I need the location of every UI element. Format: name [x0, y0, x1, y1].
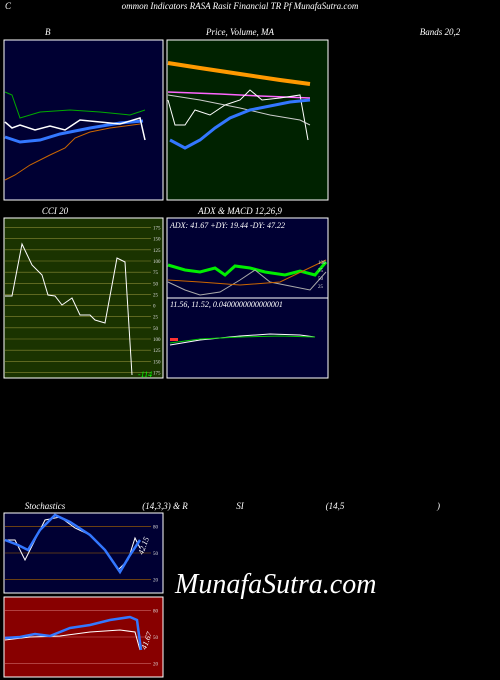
watermark: MunafaSutra.com: [174, 569, 376, 600]
panel-adx: [166, 217, 329, 299]
label: Bands 20,2: [420, 27, 461, 37]
tick-label: 50: [153, 282, 159, 287]
line: [4, 629, 141, 651]
tick-label: 75: [318, 269, 324, 274]
tick-label: 50: [153, 327, 159, 332]
line: [4, 615, 143, 651]
line: [4, 91, 146, 119]
tick-label: 80: [153, 525, 159, 530]
line: [167, 259, 327, 286]
line: [4, 117, 146, 141]
tick-label: 175: [153, 371, 161, 376]
label: Price, Volume, MA: [205, 27, 274, 37]
line: [169, 333, 316, 346]
tick-label: 100: [153, 260, 161, 265]
label: Stochastics: [25, 501, 66, 511]
readout: ADX: 41.67 +DY: 19.44 -DY: 47.22: [169, 221, 285, 230]
label: SI: [236, 501, 245, 511]
line: [169, 98, 311, 150]
adx-ticks: 100 75 50 25: [318, 261, 326, 290]
line: [167, 61, 311, 86]
tick-label: 175: [153, 227, 161, 232]
tick-label: 50: [153, 636, 159, 641]
tick-label: 100: [153, 338, 161, 343]
line: [167, 89, 309, 141]
panel-cci: [3, 217, 164, 379]
label: B: [45, 27, 51, 37]
tick-label: 25: [153, 316, 159, 321]
tick-label: 75: [153, 271, 159, 276]
readout: 11.56, 11.52, 0.0400000000000001: [170, 300, 283, 309]
tick-label: 100: [318, 261, 326, 266]
label: CCI 20: [42, 206, 69, 216]
label: (14,5: [326, 501, 345, 511]
label: ): [436, 501, 440, 511]
tick-label: 80: [153, 609, 159, 614]
line: [167, 94, 311, 126]
header-left: C: [5, 1, 12, 11]
tick-label: 50: [153, 552, 159, 557]
tick-label: 25: [318, 285, 324, 290]
last-value: -114: [138, 370, 152, 379]
tick-label: 20: [153, 663, 159, 668]
tick-label: 150: [153, 238, 161, 243]
line: [169, 335, 316, 344]
tick-label: 125: [153, 349, 161, 354]
histogram: [170, 338, 178, 341]
line: [4, 123, 141, 181]
line: [167, 269, 327, 296]
label: (14,3,3) & R: [142, 501, 188, 511]
tick-label: 50: [318, 277, 324, 282]
tick-label: 20: [153, 579, 159, 584]
tick-label: 25: [153, 293, 159, 298]
tick-label: 125: [153, 249, 161, 254]
line: [4, 119, 144, 144]
tick-label: 0: [153, 305, 156, 310]
panel-macd: [166, 297, 329, 379]
label: ADX & MACD 12,26,9: [197, 206, 282, 216]
line: [5, 242, 133, 376]
line: [4, 513, 142, 575]
tick-label: 150: [153, 360, 161, 365]
panel-price: [166, 39, 329, 201]
header-title: ommon Indicators RASA Rasit Financial TR…: [122, 1, 359, 11]
